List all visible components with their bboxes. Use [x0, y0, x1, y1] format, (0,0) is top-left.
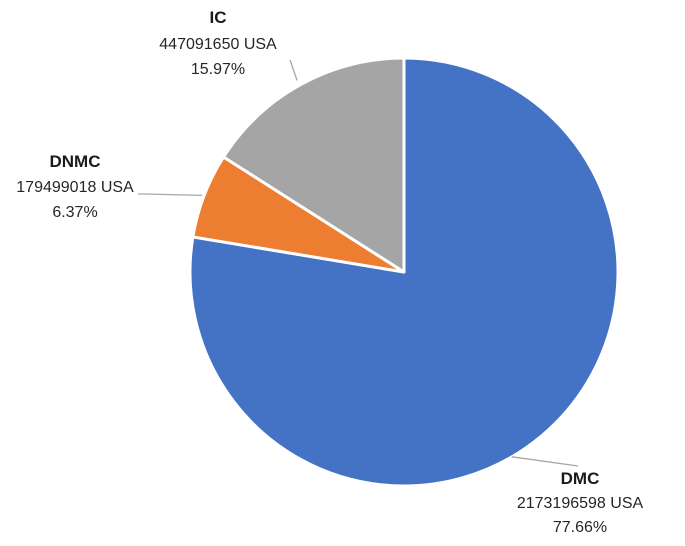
slice-label-ic-percent: 15.97% [191, 61, 245, 78]
slice-label-dnmc-value: 179499018 USA [16, 179, 134, 196]
slice-label-dnmc: DNMC 179499018 USA 6.37% [16, 152, 134, 221]
slice-label-dmc: DMC 2173196598 USA 77.66% [517, 469, 644, 536]
leader-line-dmc [511, 456, 579, 467]
slice-label-ic: IC 447091650 USA 15.97% [159, 8, 277, 78]
leader-line-ic [289, 59, 298, 81]
leader-line-dnmc [138, 193, 203, 197]
slice-label-dnmc-name: DNMC [50, 152, 101, 171]
slice-label-ic-value: 447091650 USA [159, 36, 277, 53]
leader-lines [138, 59, 579, 467]
slice-label-dmc-name: DMC [561, 469, 600, 488]
pie-slice-ic [222, 56, 406, 274]
slice-label-dnmc-percent: 6.37% [52, 204, 97, 221]
slice-label-dmc-percent: 77.66% [553, 519, 607, 536]
slice-label-dmc-value: 2173196598 USA [517, 495, 644, 512]
pie-slices [188, 56, 620, 488]
pie-slice-dmc [188, 56, 620, 488]
slice-label-ic-name: IC [210, 8, 227, 27]
